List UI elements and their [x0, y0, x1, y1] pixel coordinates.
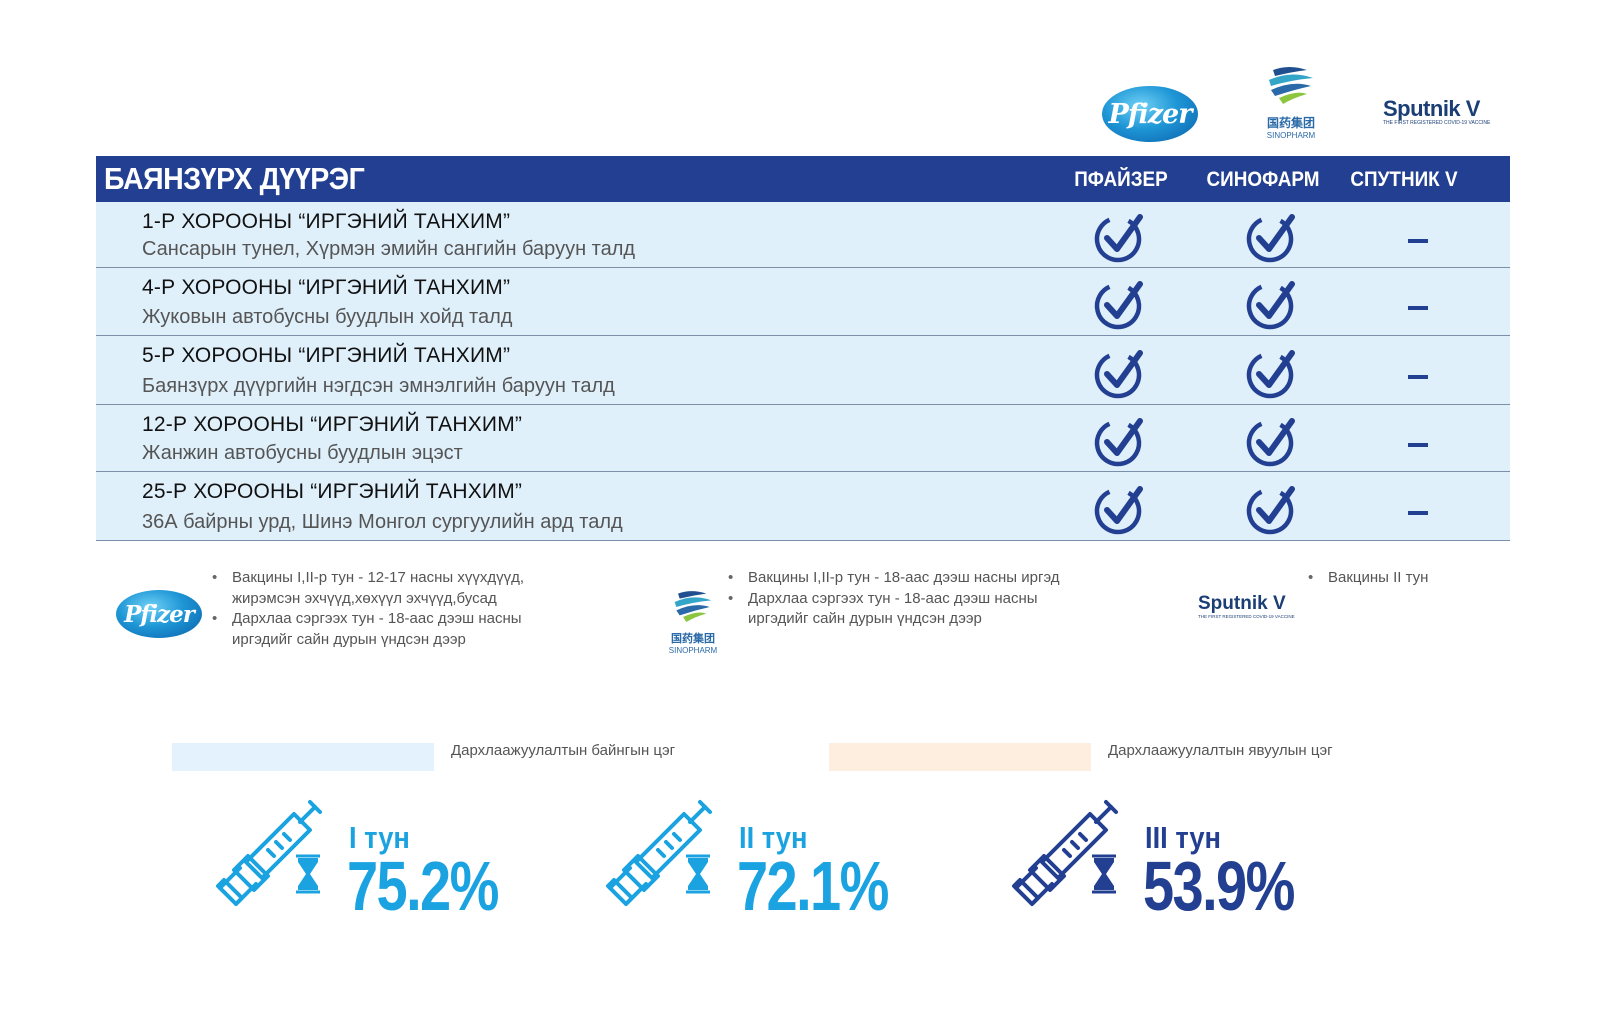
check-icon — [1244, 481, 1304, 541]
check-icon — [1244, 413, 1304, 473]
site-address: Жуковын автобусны буудлын хойд талд — [142, 306, 513, 328]
fixed-site-label: Дархлаажуулалтын байнгын цэг — [451, 742, 676, 759]
site-address: Жанжин автобусны буудлын эцэст — [142, 442, 463, 464]
pfizer-notes: Вакцины I,II-р тун - 12-17 насны хүүхдүү… — [212, 568, 552, 650]
table-row: 5-Р ХОРООНЫ “ИРГЭНИЙ ТАНХИМ” Баянзүрх дүү… — [96, 336, 1510, 405]
sinopharm-wave-icon — [1269, 67, 1313, 104]
table-row: 4-Р ХОРООНЫ “ИРГЭНИЙ ТАНХИМ” Жуковын авто… — [96, 268, 1510, 336]
sinopharm-logo: 国药集团 SINOPHARM — [1256, 64, 1326, 146]
check-icon — [1244, 209, 1304, 269]
dose-label: III тун — [1145, 820, 1222, 855]
site-address: 36А байрны урд, Шинэ Монгол сургуулийн а… — [142, 511, 623, 533]
note-item: Вакцины I,II-р тун - 18-аас дээш насны и… — [728, 568, 1078, 589]
note-item: Вакцины I,II-р тун - 12-17 насны хүүхдүү… — [212, 568, 552, 609]
header-sinopharm: СИНОФАРМ — [1206, 168, 1320, 191]
dose-percent: 53.9% — [1143, 847, 1295, 925]
check-icon — [1092, 413, 1152, 473]
sputnik-small-logo: Sputnik V THE FIRST REGISTERED COVID-19 … — [1198, 593, 1295, 620]
site-title: 5-Р ХОРООНЫ “ИРГЭНИЙ ТАНХИМ” — [142, 344, 511, 367]
table-row: 25-Р ХОРООНЫ “ИРГЭНИЙ ТАНХИМ” 36А байрны … — [96, 472, 1510, 541]
dose-stat: II тун 72.1% — [604, 798, 904, 928]
check-icon — [1244, 276, 1304, 336]
sinopharm-notes: Вакцины I,II-р тун - 18-аас дээш насны и… — [728, 568, 1078, 630]
check-icon — [1092, 276, 1152, 336]
syringe-icon — [214, 798, 326, 920]
dose-stat: I тун 75.2% — [214, 798, 514, 928]
table-row: 12-Р ХОРООНЫ “ИРГЭНИЙ ТАНХИМ” Жанжин авто… — [96, 405, 1510, 472]
district-title: БАЯНЗҮРХ ДҮҮРЭГ — [104, 161, 365, 196]
table-row: 1-Р ХОРООНЫ “ИРГЭНИЙ ТАНХИМ” Сансарын тун… — [96, 202, 1510, 268]
dash-icon — [1408, 306, 1428, 310]
header-pfizer: ПФАЙЗЕР — [1074, 168, 1168, 191]
dose-percent: 75.2% — [347, 847, 499, 925]
mobile-site-label: Дархлаажуулалтын явуулын цэг — [1108, 742, 1333, 759]
mobile-site-swatch — [829, 743, 1091, 771]
dose-percent: 72.1% — [737, 847, 889, 925]
check-icon — [1092, 481, 1152, 541]
sputnik-logo: Sputnik V THE FIRST REGISTERED COVID-19 … — [1383, 96, 1491, 127]
site-address: Баянзүрх дүүргийн нэгдсэн эмнэлгийн бару… — [142, 375, 615, 397]
pfizer-logo: Pfizer — [1102, 86, 1198, 142]
vaccination-sites-table: БАЯНЗҮРХ ДҮҮРЭГ ПФАЙЗЕР СИНОФАРМ СПУТНИК… — [96, 156, 1510, 541]
dash-icon — [1408, 442, 1428, 447]
note-item: Дархлаа сэргээх тун - 18-аас дээш насны … — [728, 589, 1078, 630]
check-icon — [1092, 209, 1152, 269]
site-address: Сансарын тунел, Хүрмэн эмийн сангийн бар… — [142, 238, 636, 260]
header-sputnik: СПУТНИК V — [1350, 168, 1458, 191]
fixed-site-swatch — [172, 743, 434, 771]
sinopharm-small-logo: 国药集团 SINOPHARM — [664, 588, 722, 660]
site-title: 1-Р ХОРООНЫ “ИРГЭНИЙ ТАНХИМ” — [142, 210, 511, 233]
site-title: 12-Р ХОРООНЫ “ИРГЭНИЙ ТАНХИМ” — [142, 413, 523, 436]
syringe-icon — [1010, 798, 1122, 920]
dash-icon — [1408, 510, 1428, 515]
site-title: 25-Р ХОРООНЫ “ИРГЭНИЙ ТАНХИМ” — [142, 480, 523, 503]
site-title: 4-Р ХОРООНЫ “ИРГЭНИЙ ТАНХИМ” — [142, 276, 511, 299]
note-item: Вакцины II тун — [1308, 568, 1508, 589]
dose-stat: III тун 53.9% — [1010, 798, 1310, 928]
dose-label: I тун — [349, 820, 410, 855]
dash-icon — [1408, 374, 1428, 379]
note-item: Дархлаа сэргээх тун - 18-аас дээш насны … — [212, 609, 552, 650]
syringe-icon — [604, 798, 716, 920]
check-icon — [1092, 345, 1152, 405]
sinopharm-wave-icon — [674, 591, 712, 622]
dash-icon — [1408, 239, 1428, 243]
pfizer-small-logo: Pfizer — [116, 590, 202, 638]
table-header: БАЯНЗҮРХ ДҮҮРЭГ ПФАЙЗЕР СИНОФАРМ СПУТНИК… — [96, 156, 1510, 202]
sputnik-notes: Вакцины II тун — [1308, 568, 1508, 589]
check-icon — [1244, 345, 1304, 405]
dose-label: II тун — [739, 820, 808, 855]
